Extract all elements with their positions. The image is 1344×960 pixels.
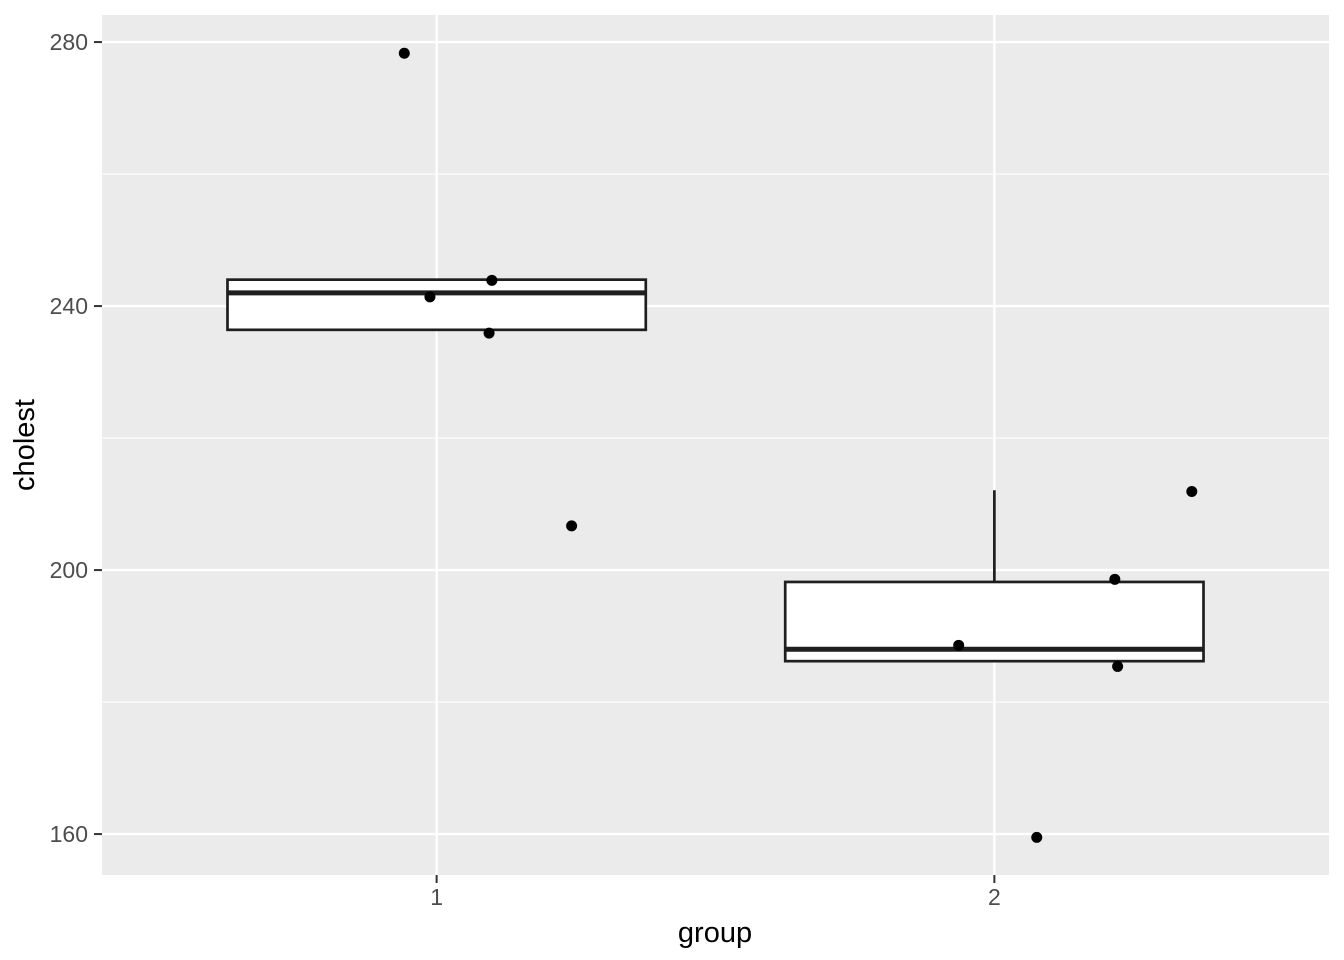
jitter-point-group-2 — [1109, 573, 1121, 585]
point-layer — [398, 47, 1198, 843]
panel-background — [102, 15, 1329, 875]
jitter-point-group-2 — [1031, 831, 1043, 843]
jitter-point-group-1 — [424, 291, 436, 303]
jitter-point-group-1 — [486, 274, 498, 286]
jitter-point-group-2 — [953, 639, 965, 651]
axis-layer: 160 200 240 280 1 2 — [50, 29, 1001, 910]
panel-layer — [102, 15, 1329, 875]
box-iqr-group-1 — [226, 278, 648, 332]
jitter-point-group-2 — [1112, 660, 1124, 672]
jitter-point-group-2 — [1186, 486, 1198, 498]
x-tick-label: 1 — [430, 884, 443, 910]
x-axis-title: group — [678, 917, 752, 949]
box-layer — [226, 278, 1205, 663]
jitter-point-group-1 — [398, 47, 410, 59]
y-tick-label: 200 — [50, 557, 88, 583]
y-axis-title: cholest — [9, 399, 41, 491]
jitter-point-group-1 — [483, 327, 495, 339]
y-tick-label: 240 — [50, 293, 88, 319]
y-tick-label: 160 — [50, 821, 88, 847]
x-tick-label: 2 — [988, 884, 1001, 910]
jitter-point-group-1 — [566, 520, 578, 532]
y-tick-label: 280 — [50, 29, 88, 55]
